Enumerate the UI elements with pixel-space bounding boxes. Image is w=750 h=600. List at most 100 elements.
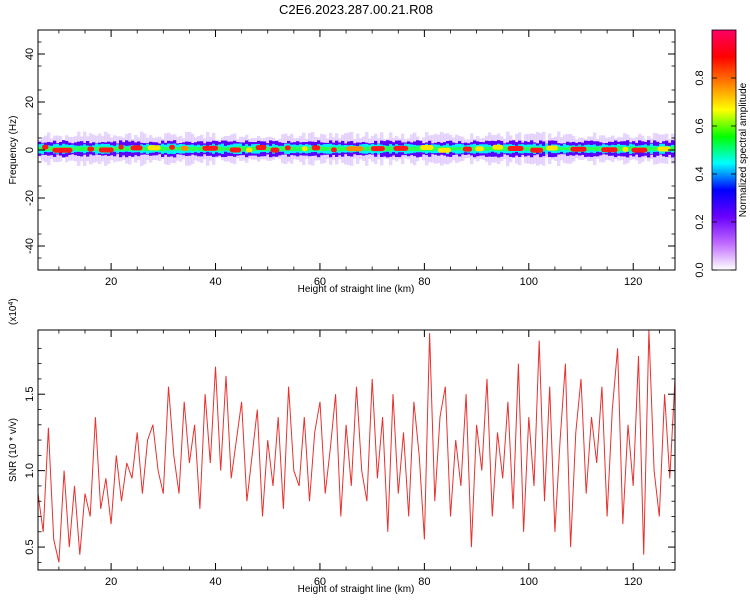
snr-multiplier-exp: 4	[8, 302, 15, 306]
band-peak	[622, 146, 629, 152]
band-inner	[278, 147, 282, 151]
band-inner	[671, 146, 675, 152]
band-inner	[125, 146, 129, 151]
band-inner	[80, 146, 84, 151]
band-inner	[269, 147, 273, 151]
snr-ytick-label: 1.5	[24, 387, 36, 402]
band-inner	[71, 147, 75, 151]
band-inner	[329, 146, 333, 151]
band-peak	[255, 145, 267, 151]
band-inner	[191, 146, 195, 151]
band-inner	[410, 146, 414, 151]
band-inner	[338, 146, 342, 152]
snr-multiplier: (x104)	[8, 298, 20, 325]
band-inner	[188, 147, 192, 151]
band-inner	[335, 147, 339, 151]
spectrogram-ytick-label: -40	[24, 238, 36, 254]
band-inner	[266, 146, 270, 151]
band-inner	[368, 146, 372, 151]
band-peak	[437, 147, 451, 153]
band-inner	[197, 147, 201, 151]
snr-frame	[37, 329, 676, 571]
band-peak	[331, 147, 337, 153]
band-peak	[130, 145, 143, 151]
band-inner	[113, 146, 117, 151]
band-inner	[653, 146, 657, 152]
spectrogram-panel: 20 40 60 80 100 120 -40 -20 0 20 40 Height of stra…	[8, 29, 676, 295]
band-inner	[362, 147, 366, 151]
band-inner	[527, 147, 531, 151]
band-inner	[254, 146, 258, 151]
band-inner	[599, 147, 603, 151]
band-peak	[657, 146, 671, 152]
band-peak	[601, 147, 618, 153]
band-inner	[194, 146, 198, 152]
band-peak	[181, 145, 189, 151]
band-inner	[176, 147, 180, 151]
band-peak	[301, 146, 308, 152]
snr-xtick-label: 60	[314, 576, 326, 588]
band-peak	[229, 147, 242, 153]
band-inner	[566, 147, 570, 151]
spectrogram-ytick-label: 20	[24, 96, 36, 108]
spectrogram-ticks: 20 40 60 80 100 120 -40 -20 0 20 40	[24, 30, 675, 288]
band-peak	[284, 145, 291, 151]
band-inner	[164, 147, 168, 151]
band-inner	[473, 146, 477, 152]
band-inner	[485, 146, 489, 151]
band-inner	[293, 146, 297, 151]
band-inner	[344, 146, 348, 151]
band-inner	[116, 146, 120, 151]
snr-ytick-label: 1.0	[24, 463, 36, 478]
band-peak	[270, 147, 280, 153]
band-peak	[546, 145, 558, 151]
band-inner	[320, 146, 324, 151]
snr-panel: 20 40 60 80 100 120 0.5 1.0 1.5 Height of straig…	[8, 298, 676, 595]
band-inner	[77, 146, 81, 152]
band-inner	[95, 146, 99, 151]
band-inner	[629, 146, 633, 151]
band-inner	[74, 147, 78, 151]
band-inner	[143, 147, 147, 151]
spectrogram-xtick-label: 40	[209, 276, 221, 288]
band-inner	[413, 146, 417, 152]
band-inner	[341, 146, 345, 151]
band-inner	[461, 147, 465, 151]
spectrogram-xtick-label: 20	[105, 276, 117, 288]
band-peak	[507, 146, 524, 152]
colorbar-ticks: 0.0 0.2 0.4 0.6 0.8	[694, 70, 736, 278]
band-inner	[83, 146, 87, 151]
band-peak	[570, 146, 587, 152]
band-inner	[326, 146, 330, 151]
band-peak	[42, 144, 49, 150]
band-inner	[128, 146, 132, 151]
band-inner	[593, 146, 597, 151]
band-inner	[386, 146, 390, 152]
band-peak	[462, 146, 473, 152]
figure-title: C2E6.2023.287.00.21.R08	[279, 2, 433, 17]
band-inner	[452, 147, 456, 151]
band-peak	[147, 145, 161, 151]
snr-series-line	[38, 330, 675, 563]
band-peak	[98, 147, 114, 153]
colorbar-label: Normalized spectral amplitude	[738, 82, 749, 217]
band-inner	[449, 146, 453, 151]
band-peak	[52, 147, 73, 153]
band-inner	[455, 147, 459, 151]
spectrogram-ytick-label: -20	[24, 190, 36, 206]
band-peak	[370, 146, 385, 152]
band-inner	[323, 146, 327, 152]
band-inner	[38, 147, 42, 151]
band-inner	[389, 146, 393, 152]
snr-xtick-label: 80	[418, 576, 430, 588]
colorbar-tick-label: 0.2	[694, 214, 706, 229]
band-inner	[620, 146, 624, 152]
band-inner	[524, 146, 528, 151]
band-peak	[87, 146, 95, 152]
band-inner	[503, 146, 507, 151]
band-inner	[224, 147, 228, 151]
band-inner	[365, 146, 369, 151]
spectrogram-ytick-label: 0	[24, 147, 36, 153]
band-inner	[560, 147, 564, 151]
band-inner	[173, 147, 177, 151]
